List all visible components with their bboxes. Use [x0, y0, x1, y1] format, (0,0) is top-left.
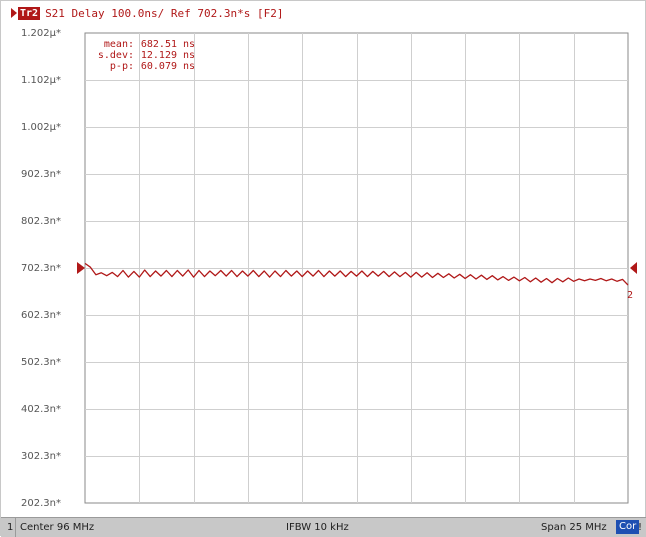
- stat-sdev-label: s.dev:: [98, 50, 134, 61]
- status-ifbw[interactable]: IFBW 10 kHz: [286, 522, 349, 533]
- status-span[interactable]: Span 25 MHz: [541, 522, 607, 533]
- y-tick-label: 502.3n*: [21, 357, 61, 368]
- trace-layer: [84, 262, 629, 286]
- status-center-frequency[interactable]: Center 96 MHz: [15, 518, 94, 537]
- trace-line: [84, 262, 629, 286]
- stat-mean-label: mean:: [104, 39, 134, 50]
- stat-mean-unit: ns: [183, 39, 195, 50]
- reference-level-left-arrow-icon: [77, 262, 85, 274]
- trace-active-arrow-icon: [11, 8, 17, 18]
- y-tick-label: 202.3n*: [21, 498, 61, 509]
- statistics-box: mean: 682.51 ns s.dev: 12.129 ns p-p: 60…: [98, 39, 195, 72]
- y-axis-labels: 1.202µ* 1.102µ* 1.002µ* 902.3n* 802.3n* 702.3…: [21, 28, 61, 509]
- y-tick-label: 402.3n*: [21, 404, 61, 415]
- stat-pp-label: p-p:: [110, 61, 134, 72]
- y-tick-label: 1.002µ*: [21, 122, 61, 133]
- y-tick-label: 902.3n*: [21, 169, 61, 180]
- trace-header-text[interactable]: S21 Delay 100.0ns/ Ref 702.3n*s [F2]: [45, 6, 284, 20]
- trace-plot[interactable]: 1.202µ* 1.102µ* 1.002µ* 902.3n* 802.3n* 702.3…: [1, 1, 646, 517]
- reference-markers: 2: [77, 262, 637, 301]
- y-tick-label: 802.3n*: [21, 216, 61, 227]
- stat-sdev-unit: ns: [183, 50, 195, 61]
- trace-header[interactable]: Tr2 S21 Delay 100.0ns/ Ref 702.3n*s [F2]: [11, 5, 283, 21]
- reference-level-right-arrow-icon: [630, 262, 637, 274]
- warning-indicator[interactable]: !: [637, 522, 642, 533]
- channel-status-bar: 1 Center 96 MHz IFBW 10 kHz Span 25 MHz …: [1, 517, 646, 537]
- status-channel-number[interactable]: 1: [7, 522, 14, 533]
- y-tick-label: 1.102µ*: [21, 75, 61, 86]
- y-tick-label: 702.3n*: [21, 263, 61, 274]
- y-tick-label: 302.3n*: [21, 451, 61, 462]
- stat-sdev-value: 12.129: [141, 50, 177, 61]
- plot-grid: [84, 32, 629, 504]
- y-tick-label: 1.202µ*: [21, 28, 61, 39]
- stat-mean-value: 682.51: [141, 39, 177, 50]
- stat-pp-unit: ns: [183, 61, 195, 72]
- stat-pp-value: 60.079: [141, 61, 177, 72]
- correction-indicator[interactable]: Cor: [616, 520, 640, 534]
- trace-badge[interactable]: Tr2: [18, 6, 41, 20]
- trace-end-label: 2: [627, 290, 633, 301]
- y-tick-label: 602.3n*: [21, 310, 61, 321]
